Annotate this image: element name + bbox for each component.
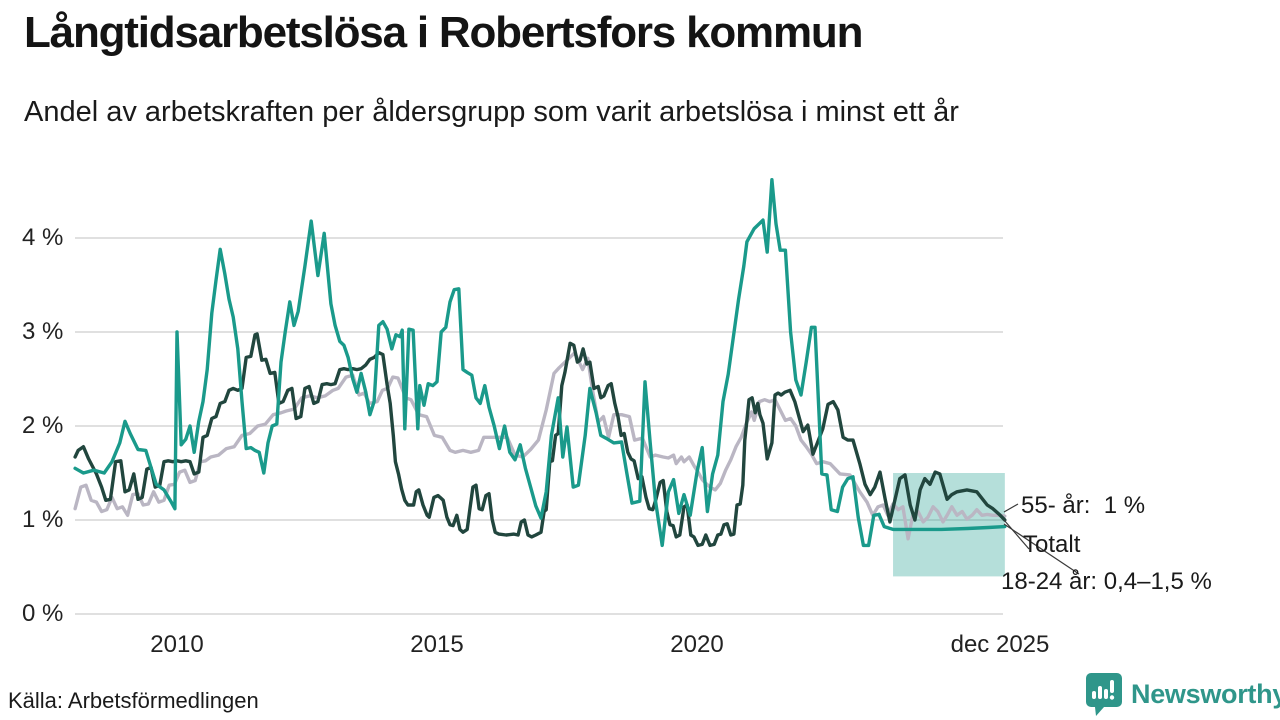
leader-line-55-ar bbox=[1003, 503, 1019, 513]
series-lines bbox=[73, 177, 1007, 548]
gridlines bbox=[75, 237, 1003, 615]
y-axis-tick-label: 3 % bbox=[22, 318, 64, 345]
series-line-18-24-r bbox=[73, 177, 881, 548]
chart-title: Långtidsarbetslösa i Robertsfors kommun bbox=[24, 8, 863, 57]
series-forecast-line-18-24-r bbox=[877, 512, 1007, 532]
newsworthy-brand: Newsworthy bbox=[1085, 672, 1280, 716]
y-axis-tick-label: 2 % bbox=[22, 412, 64, 439]
x-axis-tick-label: 2020 bbox=[670, 631, 724, 658]
annotation-55-ar: 55- år: 1 % bbox=[1021, 492, 1146, 519]
x-axis-tick-label: 2015 bbox=[410, 631, 464, 658]
leader-line-totalt bbox=[1003, 519, 1030, 550]
newsworthy-wordmark: Newsworthy bbox=[1131, 678, 1280, 709]
y-axis-tick-label: 1 % bbox=[22, 506, 64, 533]
y-axis-tick-label: 4 % bbox=[22, 224, 64, 251]
x-axis-tick-label: dec 2025 bbox=[950, 631, 1050, 658]
y-axis-tick-label: 0 % bbox=[22, 600, 64, 627]
series-line-totalt bbox=[73, 351, 1007, 541]
annotation-totalt: Totalt bbox=[1023, 531, 1081, 558]
annotation-18-24-ar: 18-24 år: 0,4–1,5 % bbox=[1001, 568, 1212, 595]
leader-lines bbox=[1003, 503, 1080, 575]
series-line-55-r bbox=[73, 332, 1007, 548]
leader-line-18-24-ar bbox=[1003, 523, 1080, 575]
x-axis-tick-label: 2010 bbox=[150, 631, 204, 658]
newsworthy-logo-icon bbox=[1086, 673, 1122, 716]
chart-subtitle: Andel av arbetskraften per åldersgrupp s… bbox=[24, 96, 959, 128]
source-note: Källa: Arbetsförmedlingen bbox=[8, 688, 259, 713]
